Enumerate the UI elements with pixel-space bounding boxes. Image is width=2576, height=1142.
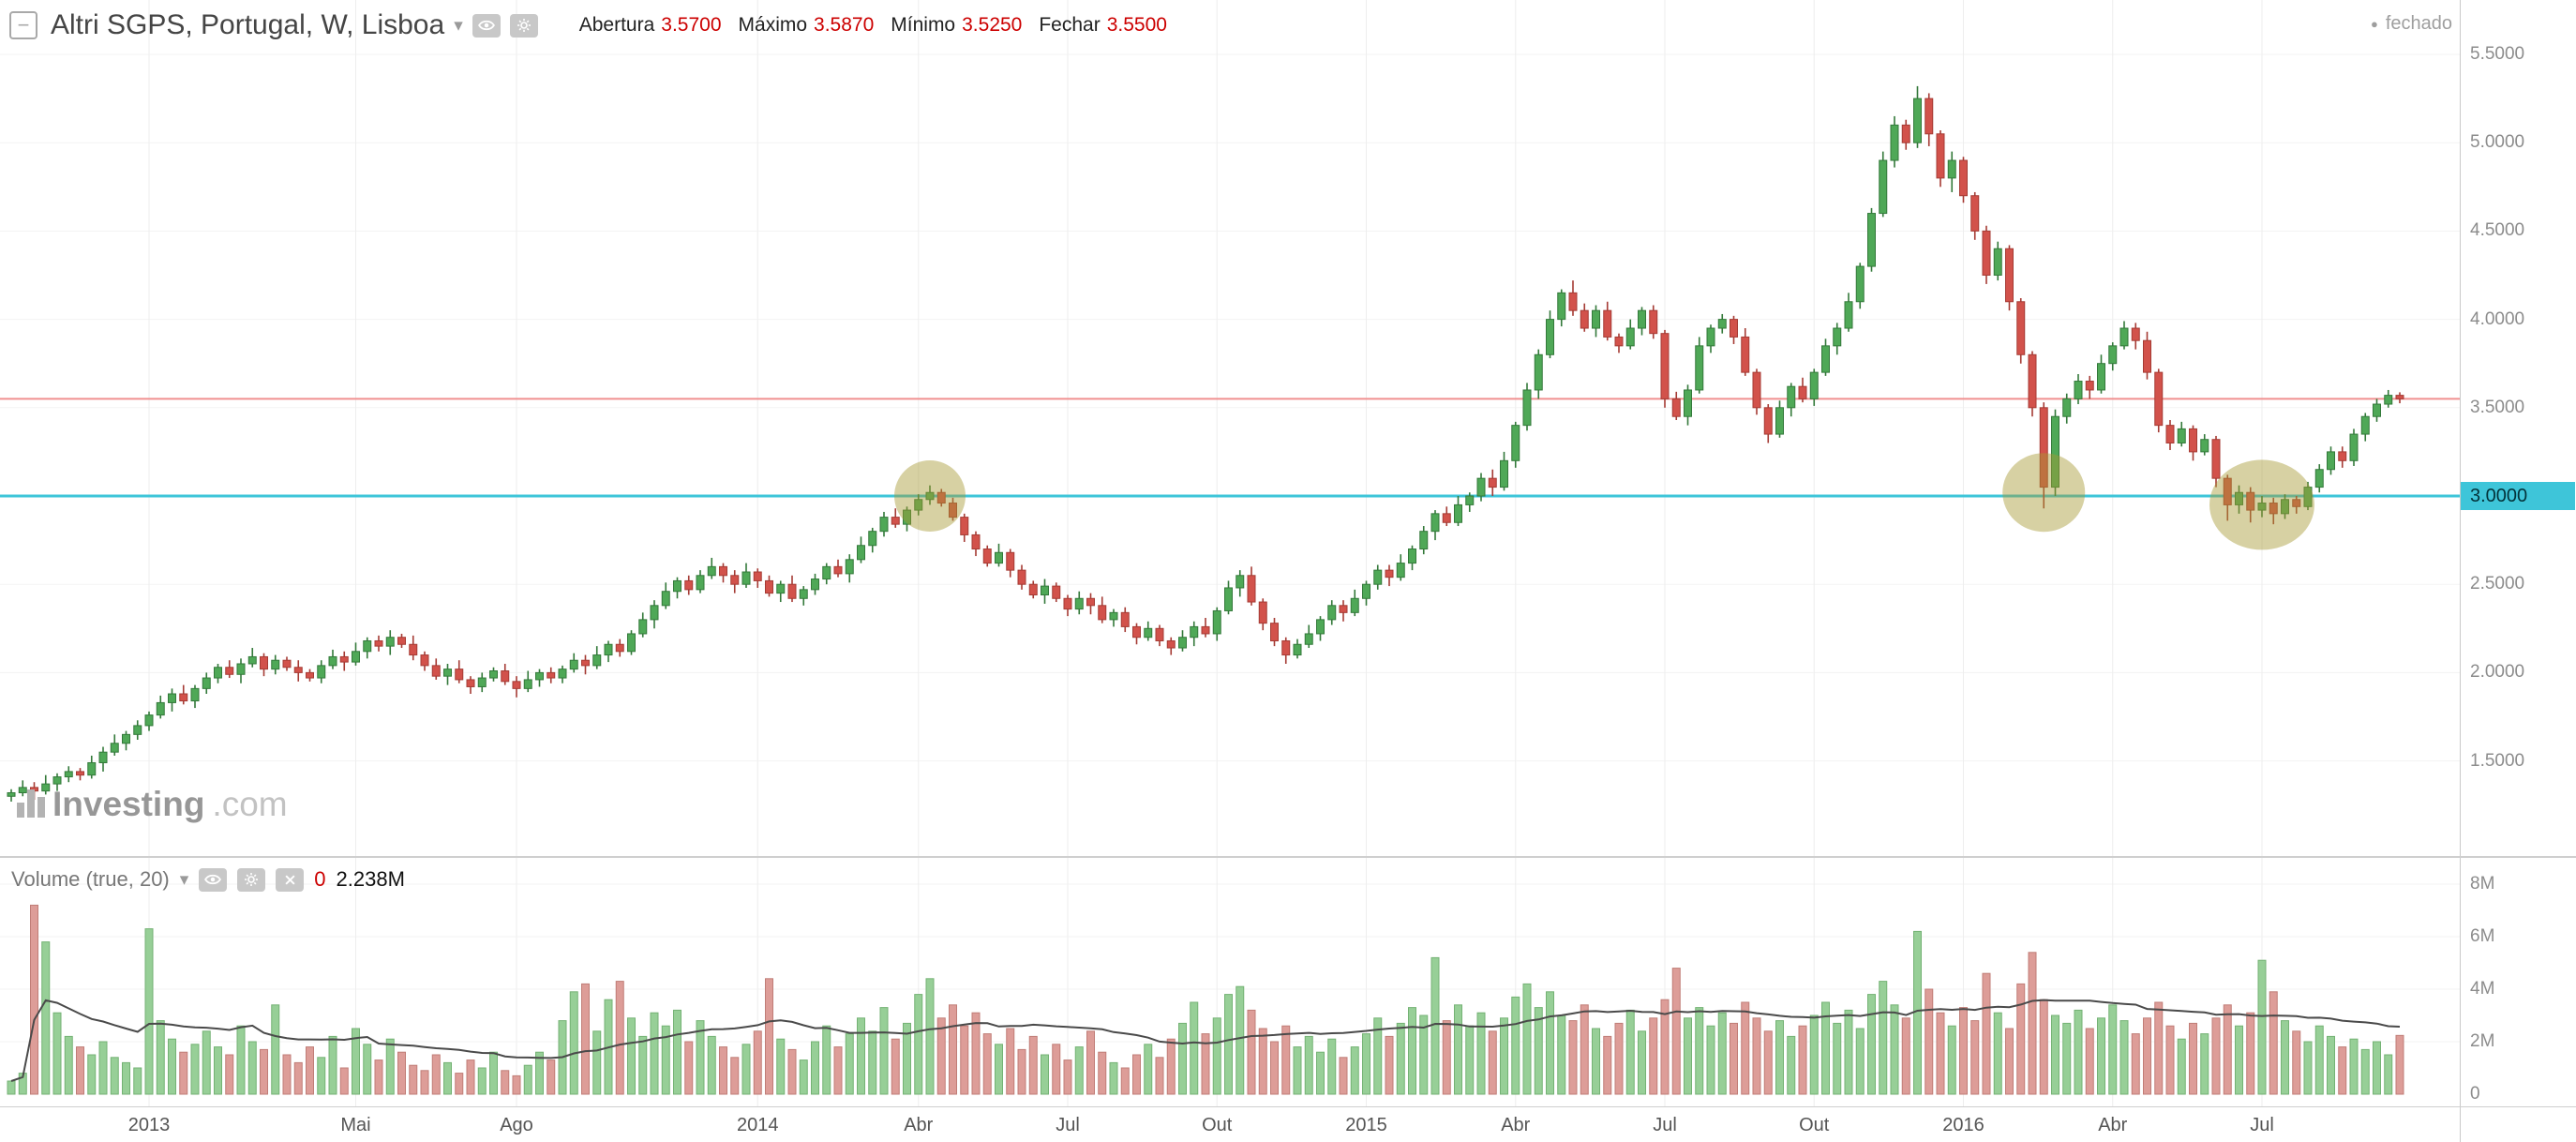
volume-tick-label: 4M <box>2470 979 2495 999</box>
settings-button[interactable] <box>509 13 538 38</box>
visibility-toggle-button[interactable] <box>199 867 228 892</box>
watermark-suffix: .com <box>212 785 288 823</box>
volume-tick-label: 2M <box>2470 1031 2495 1051</box>
ohlc-close-label: Fechar <box>1039 14 1101 36</box>
time-tick-label: Jul <box>2250 1115 2274 1135</box>
volume-legend-title: Volume (true, 20) <box>11 867 170 891</box>
status-dot-icon: ● <box>2370 17 2378 31</box>
time-tick-label: Ago <box>500 1115 533 1135</box>
time-tick-label: 2013 <box>127 1115 171 1135</box>
close-icon <box>285 874 295 885</box>
time-tick-label: Abr <box>2098 1115 2128 1135</box>
ohlc-low-label: Mínimo <box>891 14 956 36</box>
price-tick-label: 5.5000 <box>2470 44 2525 64</box>
price-tick-label: 3.5000 <box>2470 397 2525 417</box>
time-tick-label: Mai <box>340 1115 371 1135</box>
collapse-chart-icon[interactable]: − <box>9 11 37 39</box>
ohlc-high: Máximo 3.5870 <box>739 14 875 37</box>
time-tick-label: 2014 <box>737 1115 779 1135</box>
time-axis-separator <box>0 1106 2576 1107</box>
axis-border <box>2460 0 2461 1142</box>
price-axis[interactable]: 5.5000 5.0000 4.5000 4.0000 3.5000 2.5000 2.00… <box>2461 0 2575 856</box>
eye-icon <box>204 874 222 885</box>
symbol-title: Altri SGPS, Portugal, W, Lisboa <box>51 9 445 40</box>
chart-header: − Altri SGPS, Portugal, W, Lisboa ▾ <box>9 9 1167 41</box>
eye-icon <box>477 20 495 31</box>
time-tick-label: 2016 <box>1942 1115 1984 1135</box>
settings-button[interactable] <box>237 867 266 892</box>
time-tick-label: Abr <box>1501 1115 1531 1135</box>
market-status: ● fechado <box>2371 13 2452 35</box>
remove-indicator-button[interactable] <box>276 867 305 892</box>
volume-tick-label: 0 <box>2470 1084 2480 1104</box>
gear-icon <box>517 19 531 32</box>
time-tick-label: Jul <box>1056 1115 1080 1135</box>
time-tick-label: Out <box>1202 1115 1233 1135</box>
volume-indicator-legend: Volume (true, 20) ▾ <box>11 867 405 892</box>
volume-tick-label: 8M <box>2470 874 2495 894</box>
watermark-brand: Investing <box>52 785 205 823</box>
volume-tick-label: 6M <box>2470 926 2495 946</box>
time-tick-label: Abr <box>904 1115 934 1135</box>
price-pane[interactable] <box>0 0 2460 856</box>
ohlc-open-label: Abertura <box>578 14 655 36</box>
market-status-label: fechado <box>2385 13 2452 34</box>
ohlc-close: Fechar 3.5500 <box>1039 14 1167 37</box>
price-tick-label: 2.0000 <box>2470 662 2525 683</box>
volume-axis[interactable]: 8M 6M 4M 2M 0 <box>2461 858 2575 1106</box>
price-tick-label: 5.0000 <box>2470 132 2525 153</box>
chevron-down-icon[interactable]: ▾ <box>179 869 189 890</box>
investing-watermark: Investing .com <box>17 786 288 823</box>
volume-change-value: 0 <box>314 867 326 891</box>
price-tick-label: 4.0000 <box>2470 308 2525 329</box>
time-tick-label: Out <box>1799 1115 1830 1135</box>
gear-icon <box>245 873 259 886</box>
volume-pane[interactable] <box>0 858 2460 1106</box>
ohlc-open: Abertura 3.5700 <box>579 14 722 37</box>
ohlc-close-value: 3.5500 <box>1106 14 1167 36</box>
ohlc-high-value: 3.5870 <box>814 14 875 36</box>
price-tick-label: 2.5000 <box>2470 574 2525 594</box>
level-price-badge: 3.0000 <box>2461 482 2575 510</box>
volume-last-value: 2.238M <box>336 867 405 891</box>
ohlc-open-value: 3.5700 <box>661 14 722 36</box>
ohlc-readout: Abertura 3.5700 Máximo 3.5870 Mínimo 3.5… <box>579 14 1167 37</box>
chevron-down-icon[interactable]: ▾ <box>454 15 463 36</box>
visibility-toggle-button[interactable] <box>472 13 501 38</box>
bar-chart-icon <box>17 789 45 823</box>
ohlc-high-label: Máximo <box>738 14 808 36</box>
ohlc-low: Mínimo 3.5250 <box>891 14 1022 37</box>
time-tick-label: 2015 <box>1345 1115 1387 1135</box>
pane-separator[interactable] <box>0 856 2576 858</box>
ohlc-low-value: 3.5250 <box>962 14 1023 36</box>
time-axis[interactable]: 2013 Mai Ago 2014 Abr Jul Out 2015 Abr Jul Out 2016… <box>0 1107 2576 1142</box>
price-tick-label: 1.5000 <box>2470 750 2525 771</box>
time-tick-label: Jul <box>1653 1115 1677 1135</box>
price-tick-label: 4.5000 <box>2470 220 2525 241</box>
